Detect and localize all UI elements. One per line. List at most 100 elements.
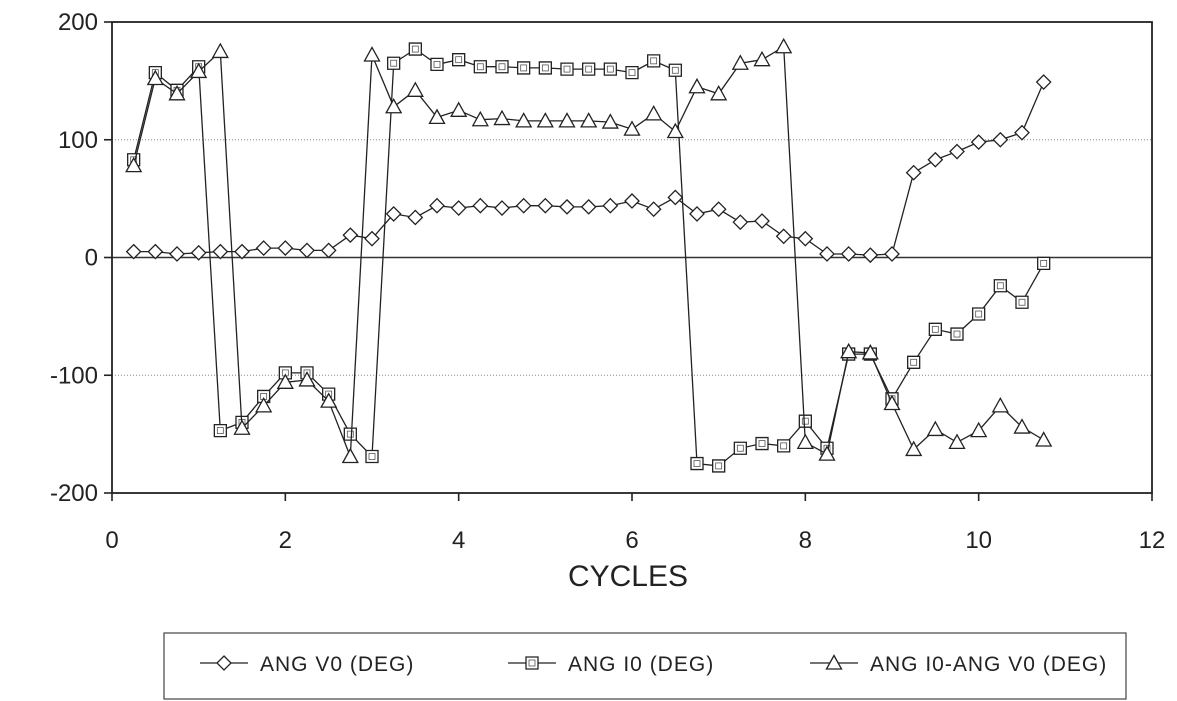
- legend-marker-diamond: [216, 655, 232, 671]
- y-tick-label: 0: [85, 245, 98, 272]
- data-point-square-inner: [606, 65, 614, 73]
- data-point-square: [603, 62, 617, 76]
- data-point-diamond: [364, 230, 380, 247]
- data-point-square: [647, 54, 661, 68]
- data-point-triangle: [991, 397, 1009, 413]
- data-point-diamond: [407, 209, 424, 226]
- data-point-square-inner: [975, 310, 983, 318]
- series-group: [125, 37, 1053, 473]
- series-line-diamond: [133, 81, 1045, 256]
- y-tick-labels: 200 100 0 -100 -200: [50, 9, 98, 507]
- data-point-square-inner: [628, 69, 636, 77]
- data-point-diamond: [970, 134, 987, 151]
- data-point-triangle: [233, 419, 251, 435]
- data-point-diamond: [927, 151, 944, 168]
- data-point-square-inner: [801, 417, 809, 425]
- data-point-square-inner: [346, 430, 354, 438]
- data-point-square: [495, 60, 509, 74]
- data-point-square-inner: [715, 462, 723, 470]
- data-point-diamond: [602, 197, 619, 214]
- data-point-diamond: [515, 197, 532, 214]
- data-point-square-inner: [931, 325, 939, 333]
- data-point-square-inner: [910, 358, 918, 366]
- data-point-diamond: [342, 227, 359, 244]
- data-point-triangle: [580, 112, 598, 128]
- data-point-square-inner: [953, 330, 961, 338]
- data-point-diamond: [277, 240, 294, 256]
- data-point-triangle: [276, 373, 294, 389]
- data-point-triangle: [623, 120, 641, 136]
- data-point-diamond: [147, 243, 164, 260]
- data-point-triangle: [796, 433, 814, 450]
- data-point-diamond: [732, 214, 749, 231]
- data-point-diamond: [559, 198, 575, 215]
- data-point-triangle: [536, 112, 554, 128]
- data-point-triangle: [883, 394, 901, 411]
- data-point-square: [798, 414, 812, 428]
- data-point-triangle: [905, 440, 923, 457]
- data-point-square-inner: [996, 282, 1004, 290]
- legend: ANG V0 (DEG) ANG I0 (DEG) ANG I0-ANG V0 (D…: [163, 632, 1127, 700]
- data-point-diamond: [429, 197, 445, 214]
- grid: [112, 139, 1152, 376]
- data-point-diamond: [819, 246, 835, 262]
- data-point-square-inner: [216, 427, 224, 434]
- data-point-triangle: [710, 84, 728, 101]
- data-point-diamond: [797, 230, 814, 247]
- data-point-triangle: [731, 54, 749, 70]
- data-point-square: [473, 60, 487, 74]
- data-point-triangle: [190, 62, 208, 79]
- data-point-square: [907, 355, 921, 369]
- data-point-square: [712, 459, 726, 473]
- x-tick-label: 0: [105, 527, 118, 554]
- data-point-diamond: [255, 240, 272, 256]
- x-tick-label: 8: [799, 527, 812, 554]
- data-point-triangle: [168, 84, 186, 101]
- data-point-square: [1037, 256, 1051, 271]
- data-point-diamond: [754, 213, 770, 229]
- data-point-diamond: [710, 201, 727, 218]
- data-point-square-inner: [585, 65, 593, 73]
- data-point-square-inner: [693, 460, 701, 467]
- data-point-triangle: [146, 69, 164, 86]
- data-point-diamond: [450, 200, 467, 216]
- data-point-square: [625, 65, 639, 80]
- data-point-square-inner: [476, 63, 484, 71]
- data-point-square: [538, 61, 552, 75]
- x-tick-label: 6: [625, 527, 638, 554]
- data-point-diamond: [190, 244, 207, 261]
- data-point-diamond: [234, 243, 250, 260]
- data-point-triangle: [515, 112, 533, 128]
- data-point-diamond: [537, 197, 554, 214]
- data-point-square: [777, 439, 791, 453]
- legend-marker-square: [525, 656, 539, 670]
- legend-label: ANG I0 (DEG): [568, 653, 714, 676]
- data-point-diamond: [169, 246, 185, 262]
- data-point-square-inner: [736, 444, 744, 452]
- data-point-triangle: [818, 445, 836, 461]
- data-point-diamond: [1035, 74, 1052, 90]
- data-point-square: [733, 441, 747, 455]
- data-point-diamond: [645, 201, 662, 218]
- data-point-square: [343, 427, 357, 441]
- data-point-square-inner: [411, 45, 419, 53]
- data-point-diamond: [1014, 124, 1030, 141]
- data-point-square: [452, 53, 466, 67]
- data-point-square-inner: [368, 453, 376, 460]
- data-point-diamond: [992, 131, 1009, 148]
- data-point-square-inner: [758, 440, 766, 447]
- data-point-triangle: [840, 342, 858, 359]
- data-point-diamond: [299, 242, 315, 259]
- y-tick-label: 100: [58, 127, 98, 154]
- data-point-triangle: [125, 156, 143, 173]
- data-point-triangle: [493, 109, 511, 126]
- legend-marker-triangle: [825, 654, 843, 670]
- y-tick-label: -100: [50, 362, 98, 389]
- data-point-square: [387, 56, 401, 70]
- data-point-triangle: [471, 110, 489, 127]
- data-point-triangle: [645, 105, 663, 121]
- data-point-square: [972, 307, 986, 321]
- data-point-square: [517, 61, 531, 75]
- data-point-diamond: [472, 197, 489, 214]
- x-tick-label: 10: [965, 527, 992, 554]
